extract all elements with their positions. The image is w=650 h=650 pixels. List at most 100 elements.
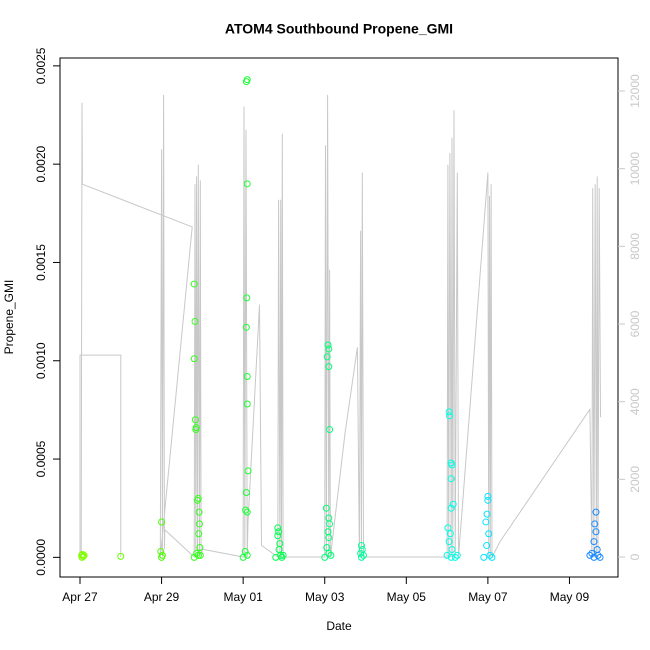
data-point [485,530,493,538]
data-point [279,551,287,559]
data-point [449,500,457,508]
y-tick-label: 0.0010 [34,342,48,379]
altitude-line [79,94,601,559]
data-point [243,400,251,408]
data-point [448,461,456,469]
data-point [596,553,604,561]
data-point [443,551,451,559]
data-point [80,551,88,559]
data-point [191,416,199,424]
chart-title: ATOM4 Southbound Propene_GMI [225,21,453,37]
data-point [593,545,601,553]
x-tick-label: May 01 [223,590,263,604]
data-point [325,534,333,542]
data-point [242,488,250,496]
y-tick-label: 0.0015 [34,244,48,281]
data-point [357,553,365,561]
data-point [272,553,280,561]
data-point [78,553,86,561]
y-tick-label: 0.0005 [34,440,48,477]
data-point [325,345,333,353]
y2-tick-label: 12000 [628,74,642,108]
data-point [480,553,488,561]
data-point [453,551,461,559]
data-point [191,317,199,325]
data-point [483,542,491,550]
data-point [484,496,492,504]
data-point [158,553,166,561]
data-point [482,518,490,526]
data-point [243,372,251,380]
data-point [79,552,87,560]
x-tick-label: Apr 29 [144,590,180,604]
data-point [591,520,599,528]
data-point [447,553,455,561]
data-point [325,363,333,371]
data-point [243,551,251,559]
y2-tick-label: 6000 [628,310,642,337]
data-point [488,553,496,561]
x-tick-label: May 09 [550,590,590,604]
data-point [357,542,365,550]
data-point [190,280,198,288]
x-tick-label: May 07 [468,590,508,604]
data-point [444,524,452,532]
data-point [190,553,198,561]
y2-tick-label: 10000 [628,152,642,186]
y-tick-label: 0.0025 [34,47,48,84]
y2-tick-label: 2000 [628,466,642,493]
data-point [451,553,459,561]
data-point [243,76,251,84]
data-point [446,530,454,538]
y-tick-label: 0.0000 [34,539,48,576]
data-point [195,530,203,538]
data-point [447,504,455,512]
x-tick-label: May 05 [387,590,427,604]
y2-tick-label: 4000 [628,388,642,415]
data-point [196,551,204,559]
data-point [239,553,247,561]
data-point [486,551,494,559]
data-point [241,547,249,555]
data-point [326,426,334,434]
data-point [448,545,456,553]
data-point [274,532,282,540]
data-point [323,544,331,552]
data-point [190,355,198,363]
data-point [594,551,602,559]
data-point [243,508,251,516]
data-point [275,528,283,536]
y2-tick-label: 8000 [628,233,642,260]
data-point [242,506,250,514]
data-point [323,353,331,361]
data-point [586,551,594,559]
y2-tick-label: 0 [628,553,642,560]
data-point [274,524,282,532]
x-tick-label: Apr 27 [62,590,98,604]
data-point [447,475,455,483]
data-point [196,520,203,528]
data-point [117,552,125,560]
x-axis-label: Date [326,619,352,633]
data-point [325,549,333,557]
data-point [243,294,251,302]
data-point [359,551,367,559]
data-point [321,553,329,561]
plot-frame [59,57,619,578]
data-point [445,408,453,416]
data-point [483,510,491,518]
data-point [358,545,366,553]
data-point [446,412,454,420]
data-point [196,544,204,552]
data-point [243,180,251,188]
data-point [590,538,598,546]
y-tick-label: 0.0020 [34,145,48,182]
data-point [244,467,252,475]
data-point [324,341,332,349]
data-point [588,549,596,557]
x-tick-label: May 03 [305,590,345,604]
data-point [592,528,600,536]
data-point [158,518,166,526]
data-point [327,551,335,559]
